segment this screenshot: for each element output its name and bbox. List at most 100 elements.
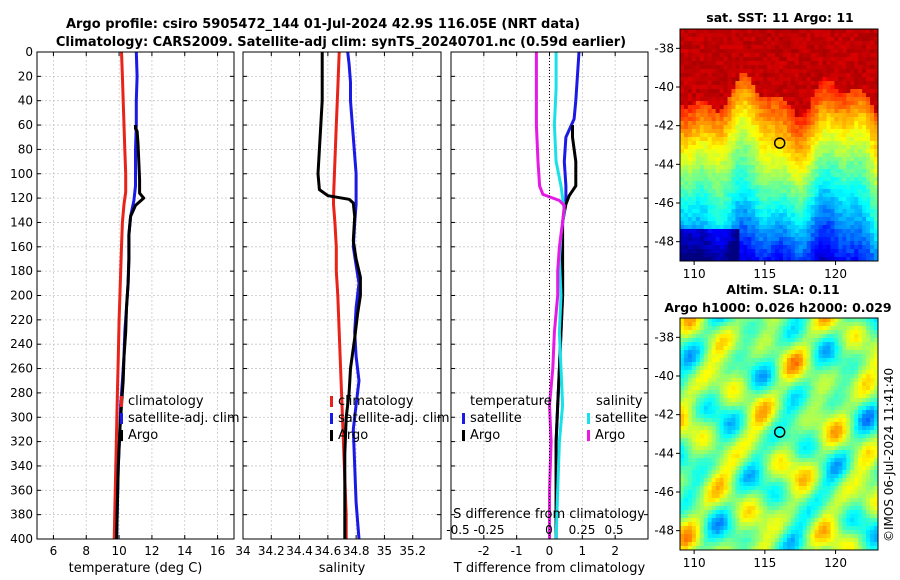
map-cell: [790, 129, 796, 134]
map-cell: [794, 61, 800, 66]
map-cell: [858, 57, 863, 62]
map-cell: [755, 125, 760, 130]
map-cell: [874, 101, 879, 106]
map-cell: [862, 245, 867, 250]
map-cell: [850, 362, 855, 367]
map-cell: [874, 398, 879, 403]
map-cell: [842, 342, 847, 347]
map-cell: [699, 253, 705, 258]
map-cell: [699, 318, 705, 323]
map-cell: [775, 125, 780, 130]
map-cell: [866, 157, 871, 162]
map-cell: [759, 342, 764, 347]
map-cell: [723, 201, 728, 206]
map-cell: [846, 97, 851, 102]
map-cell: [834, 237, 839, 242]
map-cell: [806, 410, 812, 415]
map-cell: [782, 101, 788, 106]
map-cell: [755, 41, 760, 46]
map-cell: [747, 97, 752, 102]
map-cell: [735, 173, 740, 178]
map-cell: [711, 141, 717, 146]
map-cell: [680, 249, 685, 254]
map-cell: [822, 410, 827, 415]
map-cell: [727, 426, 732, 431]
map-cell: [822, 450, 827, 455]
map-cell: [794, 338, 800, 343]
map-cell: [850, 77, 855, 82]
map-cell: [707, 37, 713, 42]
map-cell: [735, 97, 740, 102]
map-cell: [854, 197, 859, 202]
map-cell: [838, 330, 843, 335]
map-cell: [838, 117, 843, 122]
map-cell: [731, 173, 736, 178]
map-cell: [779, 358, 784, 363]
map-cell: [747, 366, 752, 371]
map-cell: [715, 386, 720, 391]
map-cell: [707, 422, 713, 427]
map-cell: [854, 378, 859, 383]
map-cell: [699, 241, 705, 246]
map-cell: [802, 334, 808, 339]
map-cell: [798, 73, 804, 78]
map-cell: [834, 249, 839, 254]
map-cell: [838, 41, 843, 46]
map-cell: [711, 366, 717, 371]
map-cell: [834, 414, 839, 419]
map-cell: [779, 342, 784, 347]
map-cell: [731, 121, 736, 126]
map-cell: [874, 241, 879, 246]
map-cell: [731, 438, 736, 443]
map-cell: [715, 181, 720, 186]
map-cell: [747, 346, 752, 351]
map-cell: [874, 89, 879, 94]
map-cell: [767, 53, 772, 58]
map-cell: [719, 61, 724, 66]
map-cell: [798, 342, 804, 347]
map-cell: [830, 181, 835, 186]
map-cell: [751, 165, 756, 170]
map-cell: [806, 37, 812, 42]
map-cell: [830, 81, 835, 86]
map-cell: [735, 89, 740, 94]
map-cell: [747, 45, 752, 50]
map-cell: [699, 29, 705, 34]
map-cell: [711, 354, 717, 359]
map-cell: [715, 45, 720, 50]
map-cell: [798, 181, 804, 186]
map-cell: [810, 77, 816, 82]
map-cell: [687, 37, 693, 42]
map-cell: [842, 362, 847, 367]
map-cell: [822, 89, 827, 94]
map-cell: [830, 446, 835, 451]
map-cell: [715, 37, 720, 42]
map-cell: [775, 65, 780, 70]
map-cell: [790, 137, 796, 142]
map-cell: [798, 370, 804, 375]
map-cell: [687, 165, 693, 170]
map-cell: [830, 253, 835, 258]
map-cell: [850, 201, 855, 206]
map-cell: [870, 418, 875, 423]
map-cell: [691, 65, 697, 70]
map-cell: [870, 89, 875, 94]
map-cell: [711, 37, 717, 42]
map-cell: [739, 394, 744, 399]
map-cell: [786, 209, 792, 214]
map-cell: [790, 49, 796, 54]
map-cell: [846, 450, 851, 455]
map-cell: [834, 386, 839, 391]
map-cell: [834, 221, 839, 226]
map-cell: [810, 145, 816, 150]
map-cell: [747, 257, 752, 262]
map-cell: [834, 129, 839, 134]
map-cell: [798, 434, 804, 439]
map-cell: [830, 133, 835, 138]
map-cell: [818, 237, 823, 242]
map-cell: [719, 145, 724, 150]
map-cell: [680, 145, 685, 150]
map-cell: [850, 378, 855, 383]
map-cell: [854, 241, 859, 246]
